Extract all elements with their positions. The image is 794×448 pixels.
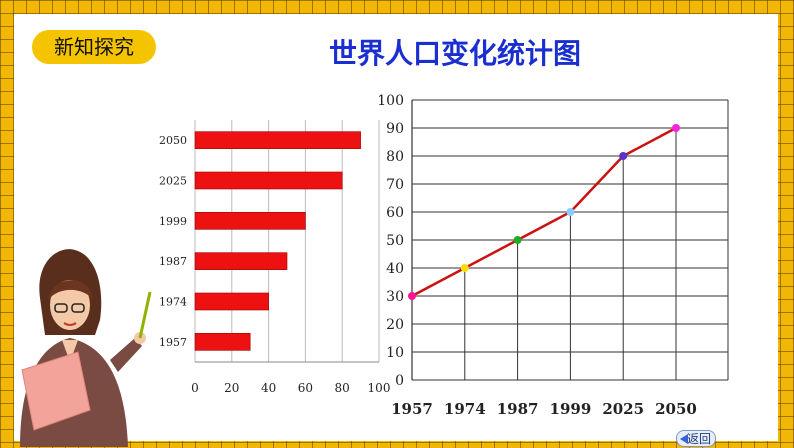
line-point-1999 — [566, 208, 575, 216]
line-x-tick-label-1987: 1987 — [497, 400, 539, 418]
line-point-1987 — [513, 236, 522, 244]
line-series — [411, 126, 677, 298]
line-x-tick-label-2025: 2025 — [602, 400, 644, 418]
line-y-tick-label-70: 70 — [386, 177, 404, 193]
bar-category-label-1957: 1957 — [159, 336, 187, 349]
line-point-2025 — [619, 152, 628, 160]
line-point-1957 — [408, 292, 416, 300]
line-y-tick-label-30: 30 — [386, 289, 404, 305]
line-point-1974 — [460, 264, 469, 272]
bar-x-tick-label-40: 40 — [261, 381, 276, 395]
line-y-tick-label-50: 50 — [386, 233, 404, 249]
bar-2025 — [194, 171, 343, 190]
bar-2050 — [194, 131, 361, 149]
line-y-tick-label-20: 20 — [386, 317, 404, 333]
bar-x-tick-label-60: 60 — [298, 381, 313, 395]
section-badge: 新知探究 — [32, 30, 156, 64]
bar-1957 — [194, 333, 251, 351]
line-x-tick-label-1999: 1999 — [550, 400, 592, 418]
bar-x-tick-label-20: 20 — [224, 381, 239, 395]
bar-category-label-2050: 2050 — [159, 134, 187, 147]
bar-x-tick-label-100: 100 — [368, 381, 391, 395]
line-y-tick-label-60: 60 — [386, 205, 404, 221]
bar-x-tick-label-0: 0 — [191, 381, 199, 395]
line-y-tick-label-0: 0 — [395, 373, 404, 389]
back-label: 返回 — [686, 432, 711, 446]
line-y-tick-label-100: 100 — [377, 93, 404, 109]
bar-category-label-1999: 1999 — [159, 215, 187, 228]
bar-category-label-1987: 1987 — [159, 255, 187, 268]
bar-1987 — [194, 252, 288, 270]
line-y-tick-label-90: 90 — [386, 121, 404, 137]
line-x-tick-label-2050: 2050 — [655, 400, 697, 418]
page-title: 世界人口变化统计图 — [328, 37, 581, 70]
line-y-tick-label-40: 40 — [386, 261, 404, 277]
bar-1999 — [194, 212, 306, 230]
line-y-tick-label-10: 10 — [386, 345, 404, 361]
bar-category-label-1974: 1974 — [159, 296, 187, 309]
bar-category-label-2025: 2025 — [159, 175, 187, 188]
line-point-2050 — [672, 124, 680, 132]
back-button[interactable]: 返回 — [676, 430, 716, 447]
bar-x-tick-label-80: 80 — [335, 381, 350, 395]
back-arrow-icon — [680, 434, 688, 444]
bar-1974 — [194, 292, 269, 311]
line-x-tick-label-1957: 1957 — [391, 400, 433, 418]
line-x-tick-label-1974: 1974 — [444, 400, 486, 418]
line-y-tick-label-80: 80 — [386, 149, 404, 165]
